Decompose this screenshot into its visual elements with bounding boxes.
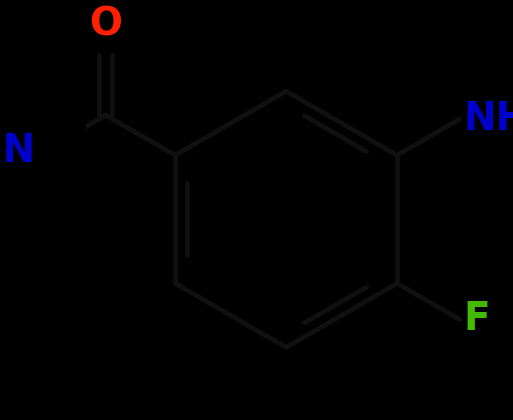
Text: O: O	[89, 5, 123, 43]
Text: F: F	[463, 300, 490, 339]
Text: NH₂: NH₂	[463, 100, 513, 138]
Text: H₂N: H₂N	[0, 132, 35, 170]
